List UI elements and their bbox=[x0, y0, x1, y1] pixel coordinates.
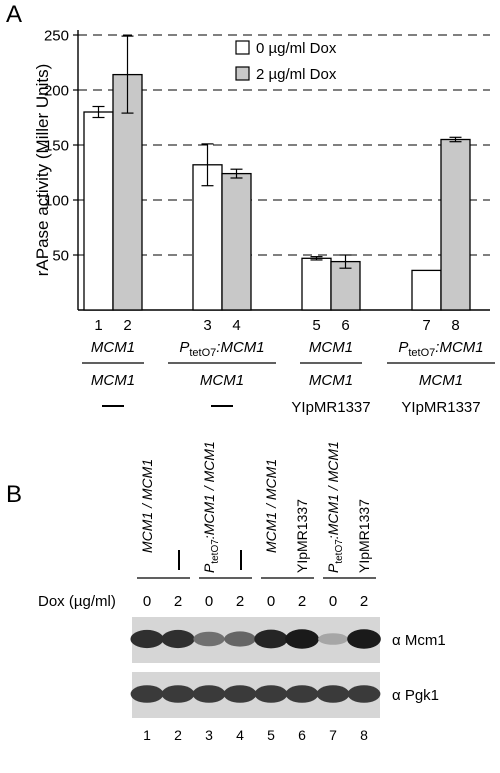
y-tick-label: 250 bbox=[44, 28, 69, 45]
legend-swatch-0dox bbox=[235, 40, 250, 55]
plasmid-label: YIpMR1337 bbox=[401, 399, 480, 416]
bar bbox=[221, 172, 252, 311]
dox-value: 2 bbox=[174, 593, 182, 610]
bar-number-label: 3 bbox=[203, 317, 211, 334]
lane-number: 6 bbox=[298, 727, 306, 743]
lane-genotype-label: PtetO7:MCM1 / MCM1 bbox=[325, 441, 345, 573]
dox-label: Dox (µg/ml) bbox=[38, 593, 116, 610]
legend-label-2dox: 2 µg/ml Dox bbox=[256, 66, 337, 83]
bar-number-label: 5 bbox=[312, 317, 320, 334]
dox-value: 2 bbox=[360, 593, 368, 610]
genotype-bottom: MCM1 bbox=[200, 372, 244, 389]
legend-swatch-2dox bbox=[235, 66, 250, 81]
genotype-bottom: MCM1 bbox=[419, 372, 463, 389]
y-tick-label: 200 bbox=[44, 83, 69, 100]
genotype-top: PtetO7:MCM1 bbox=[179, 339, 264, 359]
legend: 0 µg/ml Dox 2 µg/ml Dox bbox=[235, 40, 337, 83]
blot-band bbox=[193, 631, 225, 647]
lane-number: 5 bbox=[267, 727, 275, 743]
lane-genotype-label: PtetO7:MCM1 / MCM1 bbox=[201, 441, 221, 573]
bar-number-label: 7 bbox=[422, 317, 430, 334]
bar-chart: 50 100 150 200 250 1 2 3 4 5 6 7 8 bbox=[44, 28, 490, 334]
y-tick-label: 100 bbox=[44, 193, 69, 210]
western-blot-panel: MCM1 / MCM1 PtetO7:MCM1 / MCM1 MCM1 / MCM1… bbox=[38, 441, 446, 743]
blot-band bbox=[192, 685, 226, 703]
lane-number: 8 bbox=[360, 727, 368, 743]
blot-band bbox=[224, 631, 256, 647]
bar-number-label: 8 bbox=[451, 317, 459, 334]
plasmid-label: YIpMR1337 bbox=[291, 399, 370, 416]
blot-band bbox=[285, 629, 319, 649]
blot-band bbox=[316, 685, 350, 703]
dox-value: 0 bbox=[267, 593, 275, 610]
dox-value: 2 bbox=[236, 593, 244, 610]
y-tick-label: 50 bbox=[52, 248, 69, 265]
lane-genotype-label: MCM1 / MCM1 bbox=[139, 459, 155, 553]
lane-number: 2 bbox=[174, 727, 182, 743]
blot-band bbox=[254, 685, 288, 703]
y-tick-label: 150 bbox=[44, 138, 69, 155]
genotype-bottom: MCM1 bbox=[91, 372, 135, 389]
blot-band bbox=[347, 685, 381, 703]
genotype-bottom: MCM1 bbox=[309, 372, 353, 389]
blot-band bbox=[347, 629, 381, 649]
dox-value: 0 bbox=[329, 593, 337, 610]
blot-band bbox=[318, 633, 348, 645]
bar-number-label: 1 bbox=[94, 317, 102, 334]
genotype-top: MCM1 bbox=[91, 339, 135, 356]
lane-number: 3 bbox=[205, 727, 213, 743]
blot-band bbox=[130, 685, 164, 703]
genotype-annotations: MCM1 MCM1 PtetO7:MCM1 MCM1 MCM1 MCM1 YIpMR1337… bbox=[82, 339, 495, 416]
genotype-top: MCM1 bbox=[309, 339, 353, 356]
panel-a-label: A bbox=[6, 1, 22, 28]
lane-number: 7 bbox=[329, 727, 337, 743]
blot-band bbox=[161, 685, 195, 703]
bar bbox=[411, 269, 442, 311]
lane-genotype-label: MCM1 / MCM1 bbox=[263, 459, 279, 553]
panel-b-label: B bbox=[6, 481, 22, 508]
legend-label-0dox: 0 µg/ml Dox bbox=[256, 40, 337, 57]
lane-number: 4 bbox=[236, 727, 244, 743]
blot-band bbox=[223, 685, 257, 703]
dox-value: 2 bbox=[298, 593, 306, 610]
blot-band bbox=[161, 629, 195, 649]
bar bbox=[440, 138, 471, 311]
genotype-top: PtetO7:MCM1 bbox=[398, 339, 483, 359]
dox-value: 0 bbox=[143, 593, 151, 610]
bar bbox=[83, 111, 114, 311]
blot-antibody-label: α Mcm1 bbox=[392, 632, 446, 649]
bar-number-label: 6 bbox=[341, 317, 349, 334]
bar bbox=[192, 164, 223, 311]
dox-value: 0 bbox=[205, 593, 213, 610]
blot-band bbox=[254, 629, 288, 649]
bar bbox=[330, 260, 361, 311]
lane-plasmid-label: YIpMR1337 bbox=[356, 499, 372, 573]
blot-band bbox=[285, 685, 319, 703]
lane-number: 1 bbox=[143, 727, 151, 743]
bar bbox=[301, 257, 332, 311]
bar-number-label: 4 bbox=[232, 317, 240, 334]
bar-number-label: 2 bbox=[123, 317, 131, 334]
bar bbox=[112, 73, 143, 311]
blot-antibody-label: α Pgk1 bbox=[392, 687, 439, 704]
lane-plasmid-label: YIpMR1337 bbox=[294, 499, 310, 573]
y-axis-label: rAPase activity (Miller Units) bbox=[33, 64, 52, 277]
blot-band bbox=[130, 629, 164, 649]
